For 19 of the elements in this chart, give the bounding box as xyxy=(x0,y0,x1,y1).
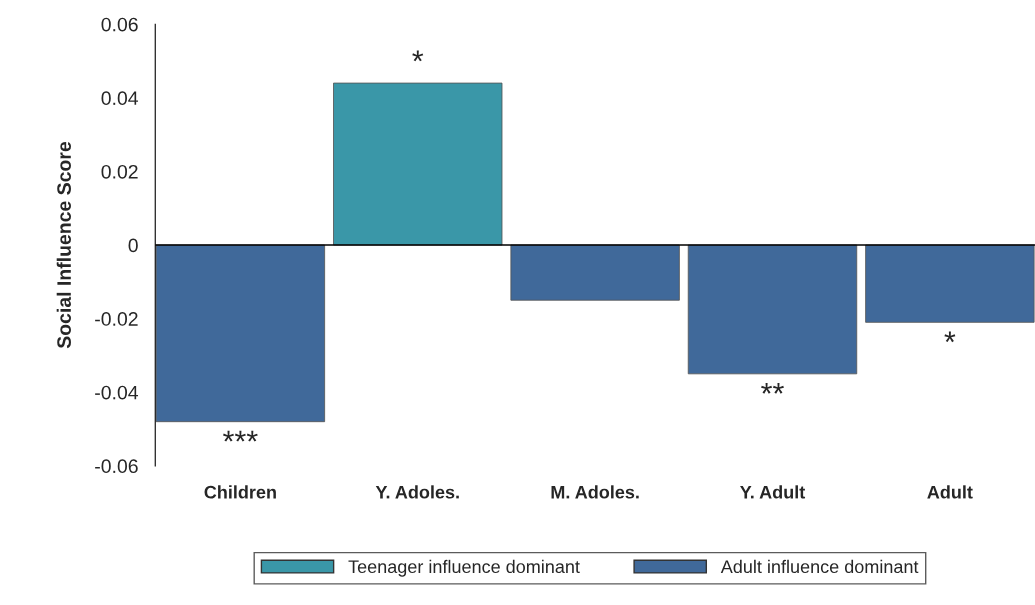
y-tick-label: 0.02 xyxy=(101,164,138,179)
y-tick-label: -0.02 xyxy=(95,312,138,326)
legend-label: Teenager influence dominant xyxy=(348,559,580,577)
x-tick-label: Adult xyxy=(927,485,973,499)
y-tick-label: 0.06 xyxy=(101,17,138,32)
x-tick-label: Y. Adoles. xyxy=(375,485,459,499)
annotation: * xyxy=(412,50,424,62)
y-tick-label: 0 xyxy=(128,238,138,253)
annotation: * xyxy=(944,331,956,343)
x-tick-label: Children xyxy=(204,485,276,499)
y-tick-label: 0.04 xyxy=(101,91,139,106)
annotation: ** xyxy=(761,382,784,394)
x-tick-label: Y. Adult xyxy=(740,485,806,499)
y-axis-title: Social Influence Score xyxy=(56,141,71,349)
legend-label: Adult influence dominant xyxy=(720,559,919,574)
y-tick-label: -0.04 xyxy=(95,385,139,400)
y-tick-label: -0.06 xyxy=(95,459,138,474)
annotation: *** xyxy=(223,430,258,442)
x-tick-label: M. Adoles. xyxy=(551,485,639,499)
